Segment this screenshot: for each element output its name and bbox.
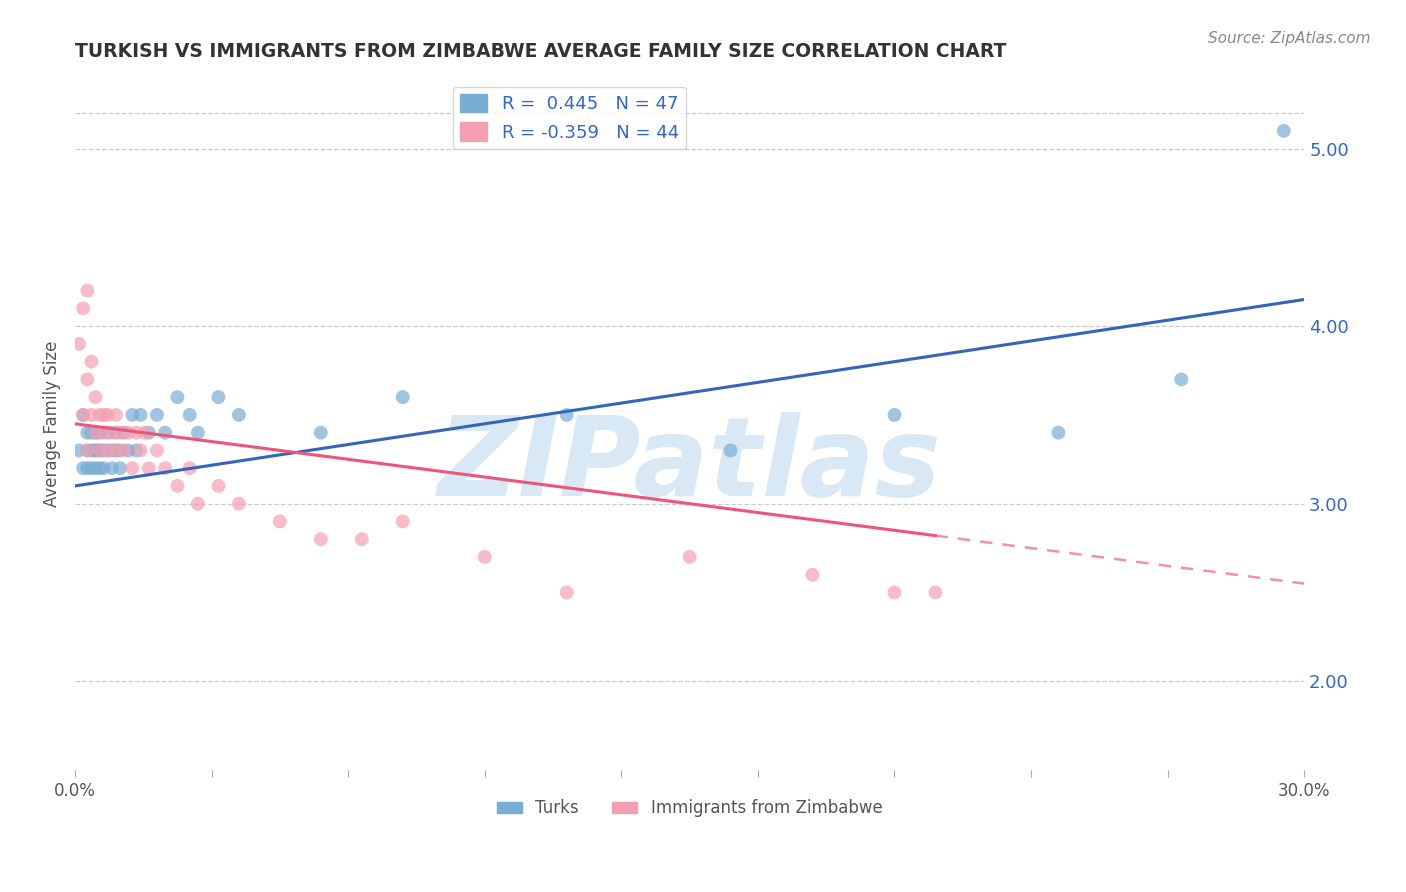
- Point: [146, 443, 169, 458]
- Point: [84, 443, 107, 458]
- Point: [129, 443, 152, 458]
- Point: [76, 443, 98, 458]
- Point: [97, 443, 120, 458]
- Point: [309, 425, 332, 440]
- Point: [228, 497, 250, 511]
- Point: [138, 461, 160, 475]
- Point: [72, 408, 94, 422]
- Point: [207, 479, 229, 493]
- Point: [153, 425, 176, 440]
- Point: [117, 425, 139, 440]
- Point: [146, 408, 169, 422]
- Point: [883, 408, 905, 422]
- Point: [72, 408, 94, 422]
- Point: [269, 515, 291, 529]
- Point: [84, 425, 107, 440]
- Point: [207, 390, 229, 404]
- Point: [80, 408, 103, 422]
- Point: [924, 585, 946, 599]
- Point: [89, 461, 111, 475]
- Point: [350, 532, 373, 546]
- Point: [84, 461, 107, 475]
- Point: [89, 443, 111, 458]
- Point: [112, 443, 135, 458]
- Point: [1170, 372, 1192, 386]
- Point: [179, 461, 201, 475]
- Point: [76, 372, 98, 386]
- Point: [104, 443, 127, 458]
- Point: [166, 479, 188, 493]
- Point: [72, 461, 94, 475]
- Point: [76, 443, 98, 458]
- Point: [720, 443, 742, 458]
- Point: [166, 390, 188, 404]
- Point: [138, 425, 160, 440]
- Point: [117, 443, 139, 458]
- Point: [678, 549, 700, 564]
- Text: TURKISH VS IMMIGRANTS FROM ZIMBABWE AVERAGE FAMILY SIZE CORRELATION CHART: TURKISH VS IMMIGRANTS FROM ZIMBABWE AVER…: [75, 42, 1007, 61]
- Point: [153, 461, 176, 475]
- Text: ZIPatlas: ZIPatlas: [437, 412, 942, 519]
- Point: [84, 425, 107, 440]
- Point: [104, 443, 127, 458]
- Point: [80, 461, 103, 475]
- Point: [108, 461, 131, 475]
- Y-axis label: Average Family Size: Average Family Size: [44, 341, 60, 507]
- Point: [80, 354, 103, 368]
- Point: [97, 443, 120, 458]
- Point: [125, 425, 148, 440]
- Point: [76, 425, 98, 440]
- Point: [76, 284, 98, 298]
- Point: [125, 443, 148, 458]
- Point: [187, 425, 209, 440]
- Point: [129, 408, 152, 422]
- Point: [108, 425, 131, 440]
- Point: [101, 443, 124, 458]
- Point: [76, 461, 98, 475]
- Point: [309, 532, 332, 546]
- Point: [97, 408, 120, 422]
- Point: [89, 425, 111, 440]
- Point: [89, 443, 111, 458]
- Point: [121, 408, 143, 422]
- Point: [104, 425, 127, 440]
- Point: [474, 549, 496, 564]
- Point: [67, 337, 90, 351]
- Text: Source: ZipAtlas.com: Source: ZipAtlas.com: [1208, 31, 1371, 46]
- Point: [84, 443, 107, 458]
- Point: [80, 443, 103, 458]
- Point: [93, 425, 115, 440]
- Point: [93, 443, 115, 458]
- Point: [112, 425, 135, 440]
- Point: [134, 425, 156, 440]
- Point: [101, 461, 124, 475]
- Point: [80, 425, 103, 440]
- Point: [89, 408, 111, 422]
- Point: [101, 425, 124, 440]
- Point: [67, 443, 90, 458]
- Point: [108, 443, 131, 458]
- Point: [801, 567, 824, 582]
- Point: [121, 461, 143, 475]
- Point: [555, 585, 578, 599]
- Point: [883, 585, 905, 599]
- Legend: Turks, Immigrants from Zimbabwe: Turks, Immigrants from Zimbabwe: [491, 793, 889, 824]
- Point: [84, 390, 107, 404]
- Point: [391, 515, 413, 529]
- Point: [104, 408, 127, 422]
- Point: [97, 425, 120, 440]
- Point: [391, 390, 413, 404]
- Point: [555, 408, 578, 422]
- Point: [228, 408, 250, 422]
- Point: [1272, 124, 1295, 138]
- Point: [93, 408, 115, 422]
- Point: [179, 408, 201, 422]
- Point: [72, 301, 94, 316]
- Point: [93, 461, 115, 475]
- Point: [187, 497, 209, 511]
- Point: [1047, 425, 1070, 440]
